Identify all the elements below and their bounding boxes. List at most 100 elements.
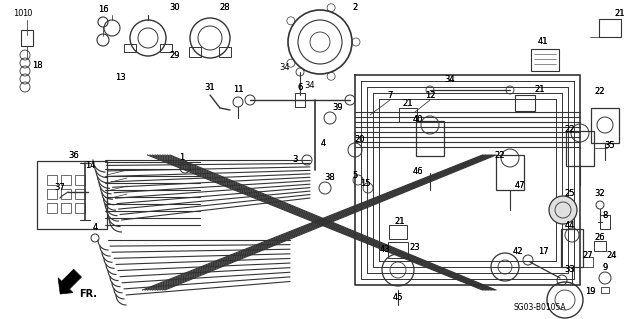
Text: 21: 21: [535, 85, 545, 94]
Text: 11: 11: [233, 85, 243, 94]
Text: 13: 13: [115, 73, 125, 83]
Text: 33: 33: [564, 265, 575, 275]
Text: 8: 8: [602, 211, 608, 219]
Text: 37: 37: [54, 183, 65, 192]
Text: 2: 2: [353, 4, 358, 12]
Text: 40: 40: [413, 115, 423, 124]
Text: 40: 40: [413, 115, 423, 124]
Text: 39: 39: [333, 103, 343, 113]
Text: 9: 9: [602, 263, 607, 272]
Text: 42: 42: [513, 248, 524, 256]
Bar: [124, 44, 136, 52]
Text: 14: 14: [84, 160, 95, 169]
Bar: [388, 242, 408, 258]
Text: 38: 38: [324, 174, 335, 182]
Text: 22: 22: [564, 125, 575, 135]
Text: 24: 24: [607, 250, 617, 259]
Text: 27: 27: [582, 250, 593, 259]
Text: 4: 4: [321, 138, 326, 147]
Text: 27: 27: [582, 250, 593, 259]
Bar: [601, 287, 609, 293]
Text: 34: 34: [305, 80, 316, 90]
Text: 10: 10: [22, 10, 32, 19]
Text: 17: 17: [538, 248, 548, 256]
Text: 15: 15: [360, 179, 371, 188]
Text: 39: 39: [333, 103, 343, 113]
Text: 11: 11: [233, 85, 243, 94]
Text: 21: 21: [403, 99, 413, 108]
Bar: [75, 189, 85, 199]
Text: 22: 22: [564, 125, 575, 135]
Text: 1: 1: [179, 152, 184, 161]
Text: 47: 47: [515, 181, 525, 189]
Text: 33: 33: [564, 265, 575, 275]
Text: 28: 28: [220, 4, 230, 12]
Text: 10: 10: [13, 10, 23, 19]
Text: 46: 46: [413, 167, 423, 176]
Text: 22: 22: [595, 87, 605, 97]
Text: 35: 35: [605, 140, 615, 150]
Text: 21: 21: [403, 99, 413, 108]
Text: 16: 16: [98, 5, 108, 14]
Text: 18: 18: [32, 61, 42, 70]
Text: 43: 43: [380, 246, 390, 255]
Text: 34: 34: [445, 76, 455, 85]
Bar: [189, 47, 201, 57]
Text: 22: 22: [495, 151, 505, 160]
Text: 23: 23: [410, 243, 420, 253]
Bar: [47, 203, 57, 213]
Bar: [75, 203, 85, 213]
Text: 34: 34: [280, 63, 291, 72]
Text: 32: 32: [595, 189, 605, 197]
Bar: [47, 175, 57, 185]
Text: 17: 17: [538, 248, 548, 256]
Text: 21: 21: [615, 10, 625, 19]
Bar: [160, 44, 172, 52]
Text: 1: 1: [179, 152, 184, 161]
Text: 2: 2: [353, 4, 358, 12]
Text: 30: 30: [170, 4, 180, 12]
Text: 32: 32: [595, 189, 605, 197]
Text: 5: 5: [353, 170, 358, 180]
Text: 44: 44: [564, 220, 575, 229]
Text: 31: 31: [205, 84, 215, 93]
Text: 13: 13: [115, 73, 125, 83]
Text: 8: 8: [602, 211, 608, 219]
Text: 25: 25: [564, 189, 575, 197]
Text: 22: 22: [595, 87, 605, 97]
Text: FR.: FR.: [79, 289, 97, 299]
Text: 42: 42: [513, 248, 524, 256]
Bar: [583, 257, 593, 267]
Text: 46: 46: [413, 167, 423, 176]
Text: 4: 4: [92, 224, 98, 233]
Text: 21: 21: [615, 10, 625, 19]
Bar: [61, 189, 71, 199]
Text: 47: 47: [515, 181, 525, 189]
Text: 36: 36: [68, 151, 79, 160]
Text: 26: 26: [595, 234, 605, 242]
Bar: [389, 225, 407, 239]
Bar: [599, 19, 621, 37]
Text: 6: 6: [298, 84, 303, 93]
Bar: [295, 93, 305, 107]
Text: 41: 41: [538, 38, 548, 47]
Text: 4: 4: [321, 138, 326, 147]
Bar: [61, 203, 71, 213]
Text: 7: 7: [387, 91, 393, 100]
Text: 29: 29: [170, 50, 180, 60]
Text: 5: 5: [353, 170, 358, 180]
Bar: [21, 30, 33, 46]
Text: 34: 34: [445, 76, 455, 85]
Bar: [531, 49, 559, 71]
Text: 30: 30: [170, 4, 180, 12]
Bar: [515, 95, 535, 111]
Text: 44: 44: [564, 220, 575, 229]
Text: 21: 21: [535, 85, 545, 94]
Bar: [37, 161, 107, 229]
Bar: [496, 154, 524, 189]
Text: 19: 19: [585, 287, 595, 296]
Text: 23: 23: [410, 243, 420, 253]
Text: 37: 37: [54, 183, 65, 192]
Text: 21: 21: [395, 218, 405, 226]
Text: 15: 15: [360, 179, 371, 188]
